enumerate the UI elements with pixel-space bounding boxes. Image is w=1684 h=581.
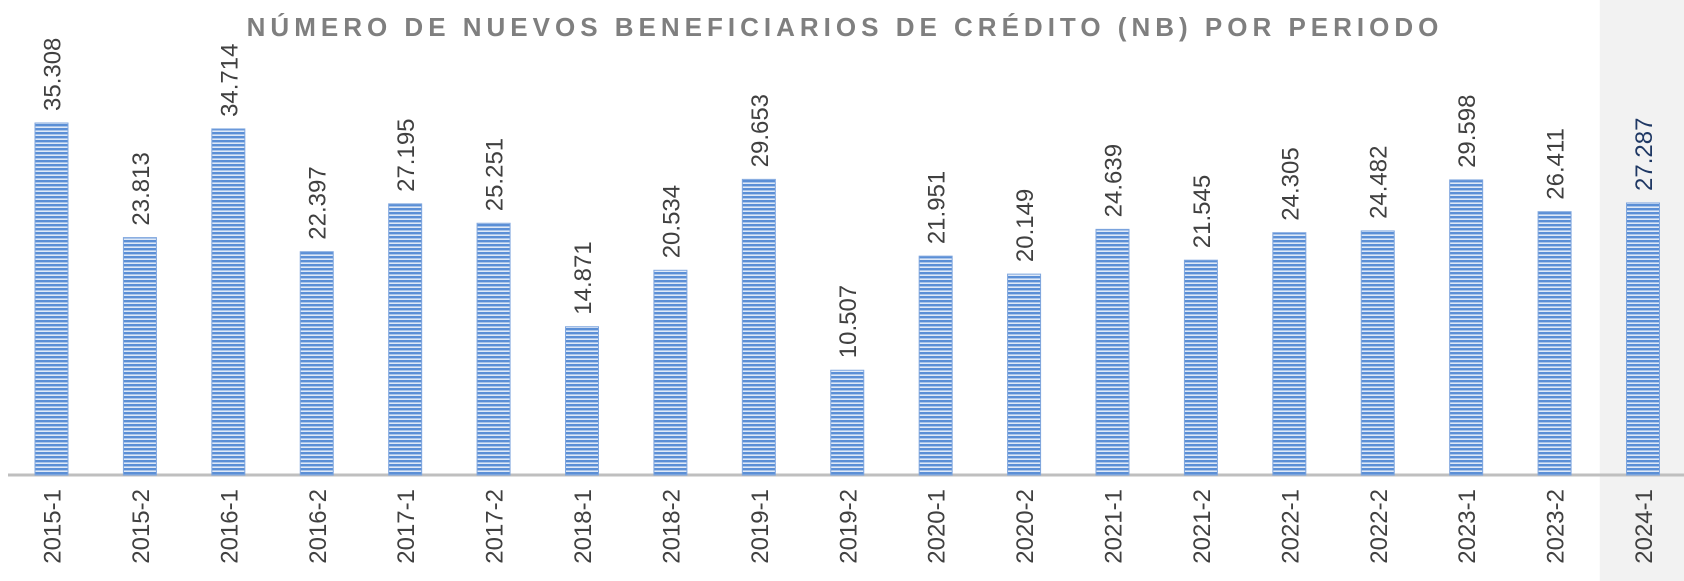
bar [34,122,69,476]
value-label: 10.507 [835,285,862,358]
x-tick-label: 2021-1 [1101,489,1128,564]
bar [741,178,776,476]
value-label: 21.951 [924,171,951,244]
bar [476,222,511,476]
x-tick-label: 2023-1 [1454,489,1481,564]
value-label: 25.251 [482,138,509,211]
value-label: 27.195 [393,118,420,191]
bar [918,255,953,476]
x-tick-label: 2015-1 [40,489,67,564]
bar [1360,230,1395,476]
x-tick-label: 2024-1 [1631,489,1658,564]
bar [1095,228,1130,476]
x-tick-label: 2020-2 [1012,489,1039,564]
x-tick-label: 2016-1 [216,489,243,564]
value-label: 24.482 [1366,146,1393,219]
bar [565,326,599,476]
bar [211,128,246,476]
bar [122,237,157,476]
value-label: 22.397 [305,166,332,239]
bar [1183,259,1218,476]
value-label: 14.871 [570,241,597,314]
bar [830,369,865,476]
bar [1626,202,1660,476]
bar [1007,273,1042,476]
bar [1449,179,1484,476]
bar [388,203,423,476]
x-tick-label: 2018-2 [658,489,685,564]
value-label: 26.411 [1543,128,1570,200]
value-label: 34.714 [216,44,243,117]
x-tick-label: 2021-2 [1189,489,1216,564]
value-label: 23.813 [128,152,155,225]
x-tick-label: 2018-1 [570,489,597,564]
value-label: 24.305 [1277,147,1304,220]
bar [1537,211,1572,476]
x-tick-label: 2023-2 [1543,489,1570,564]
x-tick-label: 2019-2 [835,489,862,564]
value-label: 21.545 [1189,175,1216,248]
x-tick-label: 2017-2 [482,489,509,564]
x-tick-label: 2022-2 [1366,489,1393,564]
x-tick-label: 2022-1 [1277,489,1304,564]
value-label: 20.149 [1012,189,1039,262]
bar [299,251,334,476]
value-label: 24.639 [1101,144,1128,217]
x-tick-label: 2015-2 [128,489,155,564]
x-tick-label: 2017-1 [393,489,420,564]
chart-title: NÚMERO DE NUEVOS BENEFICIARIOS DE CRÉDIT… [247,12,1444,42]
value-label: 35.308 [40,38,67,111]
bar [653,269,688,476]
value-label: 27.287 [1631,118,1658,191]
value-label: 29.653 [747,94,774,167]
value-label: 20.534 [658,185,685,258]
value-label: 29.598 [1454,95,1481,168]
bar [1272,232,1307,476]
x-tick-label: 2020-1 [924,489,951,564]
x-tick-label: 2019-1 [747,489,774,564]
x-tick-label: 2016-2 [305,489,332,564]
